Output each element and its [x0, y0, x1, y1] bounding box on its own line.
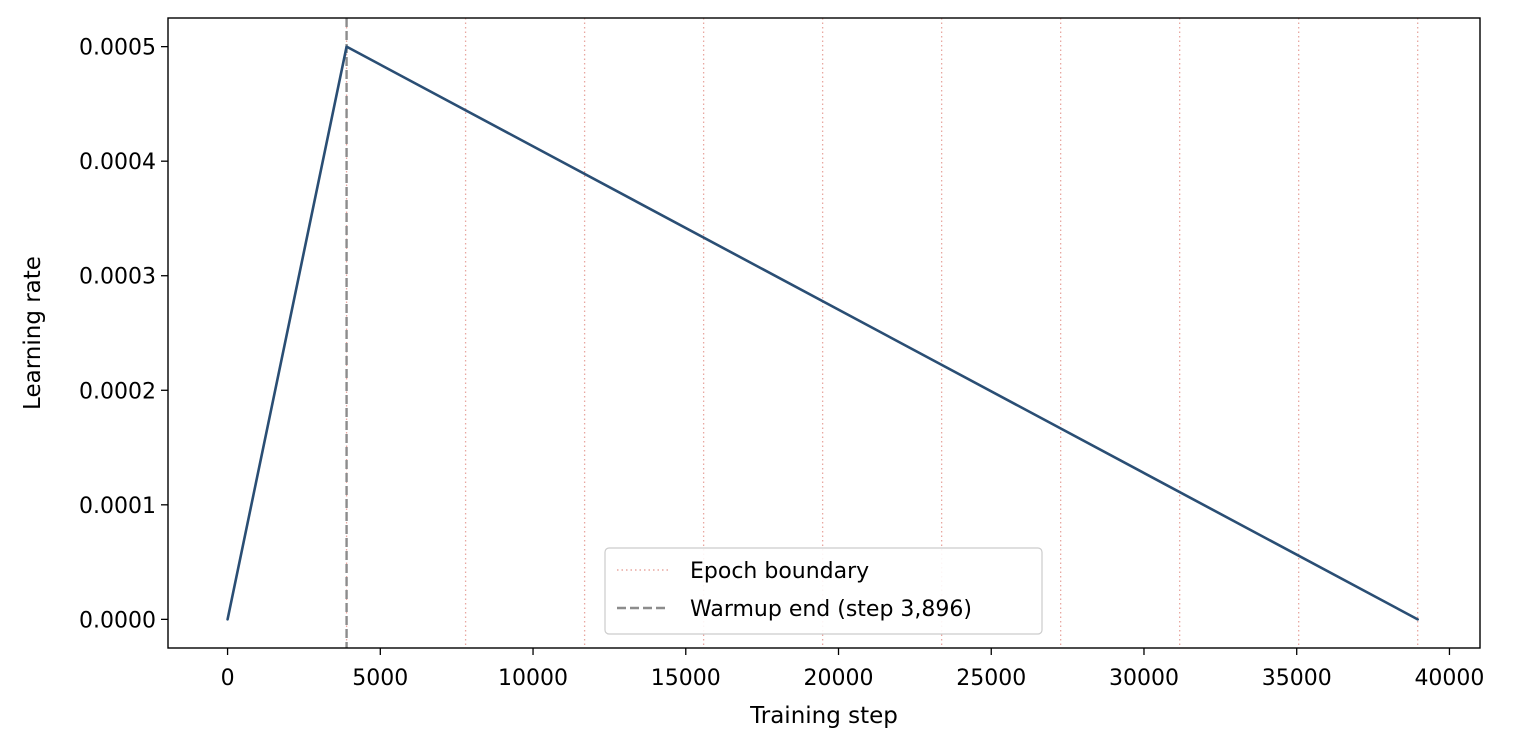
x-tick-label-2: 10000: [498, 666, 568, 691]
x-tick-label-7: 35000: [1262, 666, 1332, 691]
y-tick-label-2: 0.0002: [79, 379, 156, 404]
y-tick-label-3: 0.0003: [79, 265, 156, 290]
y-axis-ticks: 0.0000 0.0001 0.0002 0.0003 0.0004 0.0005: [79, 36, 168, 633]
x-tick-label-5: 25000: [956, 666, 1026, 691]
x-tick-label-6: 30000: [1109, 666, 1179, 691]
legend-label-epoch-boundary: Epoch boundary: [690, 559, 869, 584]
x-axis-label: Training step: [749, 703, 898, 729]
x-tick-label-8: 40000: [1414, 666, 1484, 691]
x-tick-label-1: 5000: [352, 666, 408, 691]
x-tick-label-0: 0: [221, 666, 235, 691]
y-axis-label: Learning rate: [20, 256, 46, 410]
x-tick-label-3: 15000: [651, 666, 721, 691]
plot-area-frame: [167, 17, 1481, 649]
y-tick-label-5: 0.0005: [79, 36, 156, 61]
series-layer: [226, 45, 1419, 621]
y-tick-label-0: 0.0000: [79, 608, 156, 633]
vertical-lines-layer: [345, 18, 1419, 648]
lr-series-line-0: [226, 45, 1419, 621]
legend-frame: [604, 547, 1043, 635]
y-tick-label-4: 0.0004: [79, 150, 156, 175]
legend: Epoch boundary Warmup end (step 3,896): [604, 547, 1043, 635]
x-tick-label-4: 20000: [804, 666, 874, 691]
legend-label-warmup-end: Warmup end (step 3,896): [690, 597, 972, 622]
x-axis-ticks: 0 5000 10000 15000 20000 25000 30000 35000 40000: [221, 648, 1484, 691]
y-tick-label-1: 0.0001: [79, 494, 156, 519]
